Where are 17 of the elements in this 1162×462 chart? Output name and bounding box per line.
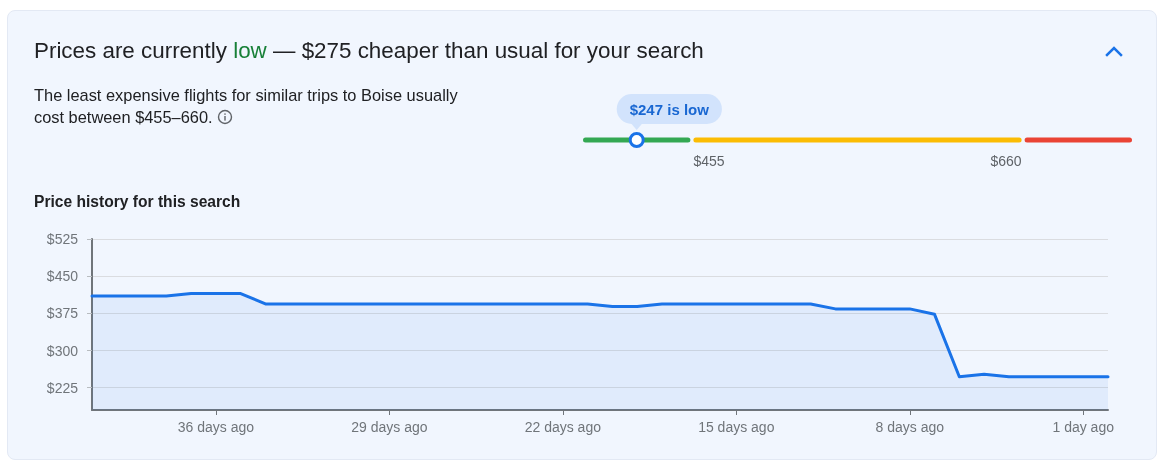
x-tick-label: 1 day ago xyxy=(1052,419,1115,435)
x-tick-label: 8 days ago xyxy=(875,419,945,435)
x-tick-label: 29 days ago xyxy=(351,419,428,435)
y-tick-label: $525 xyxy=(46,231,79,247)
y-tick-label: $450 xyxy=(46,268,79,285)
y-tick-label: $375 xyxy=(46,305,79,322)
text: $660 xyxy=(990,153,1022,169)
chart-title: Prices are currently low — $275 cheaper than usual for your search xyxy=(34,38,704,63)
text: $247 is low xyxy=(629,100,710,118)
x-tick-label: 22 days ago xyxy=(524,419,602,435)
y-tick-label: $300 xyxy=(46,342,79,359)
x-tick-label: 36 days ago xyxy=(177,419,255,435)
y-tick-label: $225 xyxy=(46,379,79,396)
x-tick-label: 15 days ago xyxy=(698,419,775,435)
text: $455 xyxy=(693,153,725,169)
chart-title: Price history for this search xyxy=(34,192,241,210)
text: The least expensive flights for similar trips to Boise usually cost between $455–660. xyxy=(34,85,459,128)
